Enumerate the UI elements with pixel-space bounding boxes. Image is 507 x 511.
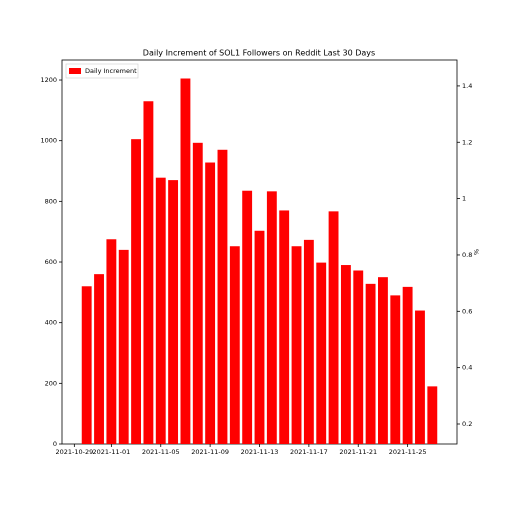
y2-tick-label: 0.8	[462, 251, 472, 259]
x-tick-label: 2021-11-05	[142, 448, 180, 456]
legend-swatch	[69, 68, 81, 74]
x-tick-label: 2021-11-09	[191, 448, 229, 456]
y2-tick-label: 1	[462, 195, 466, 203]
bar	[390, 295, 401, 444]
bar	[94, 274, 104, 444]
bar	[155, 177, 166, 445]
bar	[266, 191, 277, 444]
x-tick-label: 2021-11-21	[339, 448, 377, 456]
y2-tick-label: 0.4	[462, 364, 472, 372]
x-tick-label: 2021-10-29	[55, 448, 93, 456]
bar	[254, 230, 265, 444]
x-tick-label: 2021-11-17	[290, 448, 328, 456]
bar	[303, 239, 314, 444]
bar	[229, 246, 240, 444]
bar	[118, 249, 129, 444]
bar	[143, 101, 154, 444]
chart-title: Daily Increment of SOL1 Followers on Red…	[143, 49, 375, 58]
bar	[316, 262, 327, 444]
legend-label: Daily Increment	[85, 67, 137, 75]
bar	[242, 190, 253, 444]
bar	[279, 210, 290, 444]
bar	[131, 139, 141, 444]
bar	[81, 286, 92, 444]
x-tick-label: 2021-11-13	[241, 448, 279, 456]
bar	[353, 270, 364, 444]
bar	[328, 211, 339, 444]
y2-tick-label: 1.2	[462, 138, 472, 146]
y2-tick-label: 0.2	[462, 420, 472, 428]
y2-tick-label: 1.4	[462, 82, 472, 90]
x-tick-label: 2021-11-01	[92, 448, 130, 456]
y-tick-label: 600	[45, 258, 57, 266]
y-tick-label: 400	[45, 319, 57, 327]
y-tick-label: 800	[45, 197, 57, 205]
bar	[168, 180, 179, 444]
bar	[192, 142, 203, 444]
bar	[427, 386, 438, 444]
y-tick-label: 0	[53, 440, 57, 448]
bar	[378, 277, 388, 444]
x-tick-label: 2021-11-25	[389, 448, 427, 456]
bar	[106, 239, 117, 444]
bar	[217, 149, 228, 445]
bar	[402, 286, 413, 444]
y-tick-label: 200	[45, 379, 57, 387]
bar	[340, 265, 351, 444]
y2-axis-label: %	[472, 249, 480, 255]
bar	[365, 283, 376, 444]
bar	[415, 310, 425, 444]
legend-box	[65, 63, 139, 79]
bar	[180, 78, 191, 444]
y-tick-label: 1200	[40, 76, 57, 84]
y2-tick-label: 0.6	[462, 307, 472, 315]
bar	[291, 246, 302, 444]
y-tick-label: 1000	[40, 137, 57, 145]
bar	[205, 162, 216, 444]
